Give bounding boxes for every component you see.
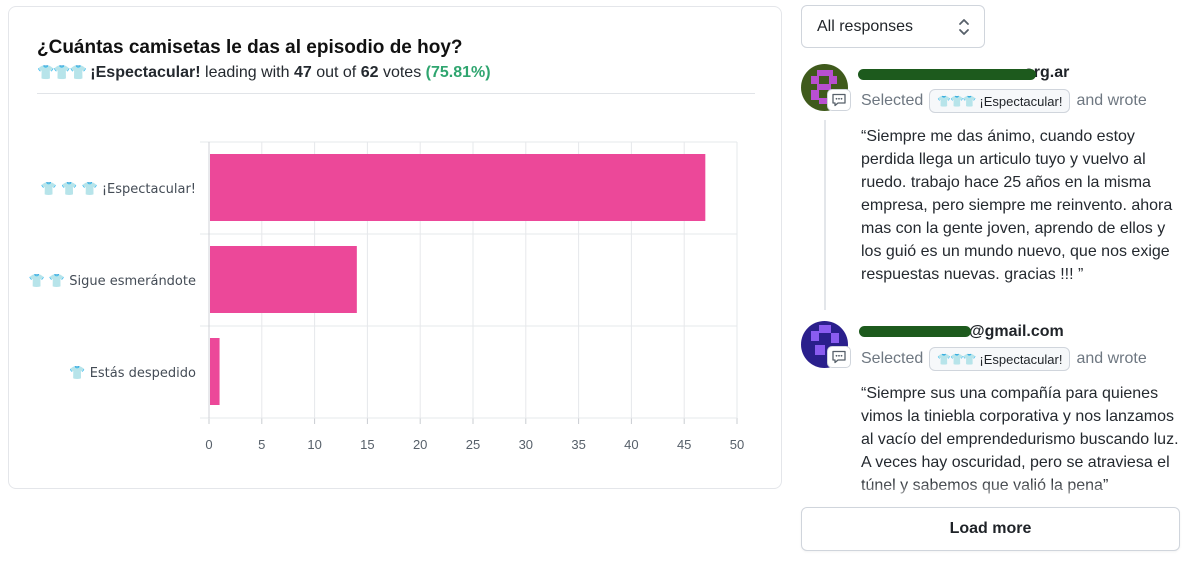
bar bbox=[210, 246, 357, 313]
category-label: 👕 Estás despedido bbox=[69, 366, 196, 381]
timeline-line bbox=[824, 120, 826, 310]
response-item: org.ar Selected 👕👕👕 ¡Espectacular! and wr… bbox=[801, 64, 1191, 294]
tshirt-icon: 👕👕👕 bbox=[937, 353, 976, 366]
x-tick-label: 0 bbox=[205, 437, 212, 452]
comment-icon bbox=[827, 346, 851, 368]
poll-summary: 👕👕👕 ¡Espectacular! leading with 47 out of… bbox=[37, 64, 491, 81]
load-more-button[interactable]: Load more bbox=[801, 507, 1180, 551]
x-tick-label: 35 bbox=[571, 437, 585, 452]
x-tick-label: 25 bbox=[466, 437, 480, 452]
divider bbox=[37, 93, 755, 94]
x-tick-label: 40 bbox=[624, 437, 638, 452]
leader-percentage: (75.81%) bbox=[425, 64, 491, 81]
selected-line: Selected 👕👕👕 ¡Espectacular! and wrote bbox=[861, 347, 1147, 371]
bar bbox=[210, 154, 706, 221]
response-filter-select[interactable]: All responses bbox=[801, 5, 985, 48]
x-tick-label: 15 bbox=[360, 437, 374, 452]
poll-card: ¿Cuántas camisetas le das al episodio de… bbox=[8, 6, 782, 489]
x-tick-label: 45 bbox=[677, 437, 691, 452]
x-tick-label: 30 bbox=[519, 437, 533, 452]
tshirt-icon: 👕👕👕 bbox=[937, 95, 976, 108]
x-tick-label: 5 bbox=[258, 437, 265, 452]
x-tick-label: 20 bbox=[413, 437, 427, 452]
x-tick-label: 10 bbox=[307, 437, 321, 452]
avatar bbox=[801, 64, 848, 111]
updown-chevron-icon bbox=[959, 19, 969, 35]
category-label: 👕 👕 Sigue esmerándote bbox=[29, 274, 196, 289]
total-votes: 62 bbox=[360, 64, 379, 81]
comment-icon bbox=[827, 89, 851, 111]
response-quote: “Siempre me das ánimo, cuando estoy perd… bbox=[861, 128, 1173, 283]
category-label: 👕 👕 👕 ¡Espectacular! bbox=[41, 182, 196, 197]
results-bar-chart: 0 5 10 15 20 25 30 35 40 45 50 👕 👕 👕 ¡Espectacular!… bbox=[29, 141, 744, 452]
scroll-fade bbox=[855, 480, 1185, 507]
poll-question: ¿Cuántas camisetas le das al episodio de… bbox=[37, 37, 463, 58]
redacted-email bbox=[859, 326, 971, 337]
leader-votes: 47 bbox=[293, 64, 312, 81]
choice-chip: 👕👕👕 ¡Espectacular! bbox=[929, 89, 1071, 113]
redacted-email bbox=[858, 69, 1036, 80]
filter-value: All responses bbox=[817, 17, 914, 35]
responder-email: @gmail.com bbox=[969, 323, 1064, 340]
selected-line: Selected 👕👕👕 ¡Espectacular! and wrote bbox=[861, 89, 1147, 113]
choice-chip: 👕👕👕 ¡Espectacular! bbox=[929, 347, 1071, 371]
leader-label: ¡Espectacular! bbox=[90, 64, 201, 81]
x-tick-label: 50 bbox=[730, 437, 744, 452]
tshirt-icon: 👕👕👕 bbox=[37, 64, 87, 80]
bar bbox=[210, 338, 220, 405]
